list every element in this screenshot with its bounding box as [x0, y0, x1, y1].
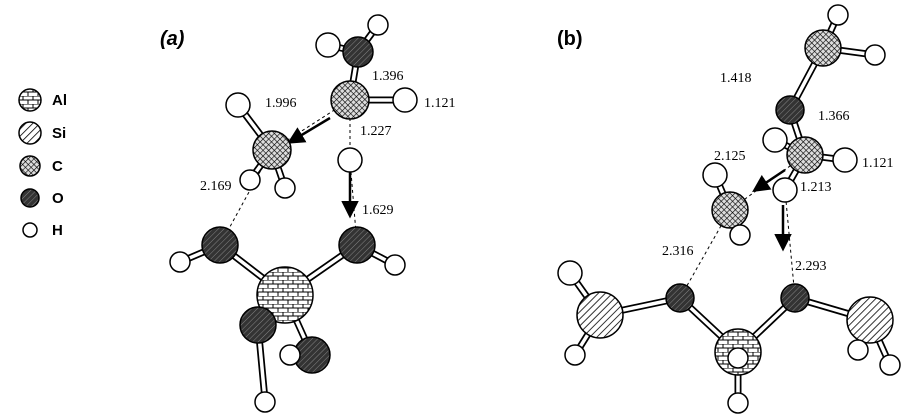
atom	[368, 15, 388, 35]
distance-label: 1.121	[424, 96, 456, 111]
distance-label: 1.227	[360, 124, 392, 139]
atom	[712, 192, 748, 228]
atom	[339, 227, 375, 263]
atom	[763, 128, 787, 152]
atom	[253, 131, 291, 169]
atom	[393, 88, 417, 112]
atom	[865, 45, 885, 65]
atom	[240, 307, 276, 343]
distance-label: 1.366	[818, 109, 850, 124]
legend-label: H	[52, 222, 63, 239]
atom	[170, 252, 190, 272]
line	[785, 190, 795, 298]
distance-label: 1.396	[372, 69, 404, 84]
distance-label: 2.293	[795, 259, 827, 274]
atom	[728, 348, 748, 368]
distance-label: 1.996	[265, 96, 297, 111]
interactions	[220, 100, 357, 245]
atoms	[558, 5, 900, 413]
atom	[848, 340, 868, 360]
atom	[833, 148, 857, 172]
atom	[805, 30, 841, 66]
legend-o	[21, 189, 39, 207]
atom	[787, 137, 823, 173]
atom	[847, 297, 893, 343]
panel-label: (b)	[557, 28, 583, 50]
atom	[202, 227, 238, 263]
distance-label: 1.121	[862, 156, 894, 171]
line	[290, 118, 330, 142]
atom	[565, 345, 585, 365]
distance-label: 1.629	[362, 203, 394, 218]
distance-label: 2.169	[200, 179, 232, 194]
atom	[255, 392, 275, 412]
atom	[776, 96, 804, 124]
atom	[338, 148, 362, 172]
atom	[331, 81, 369, 119]
atom	[280, 345, 300, 365]
legend-h	[23, 223, 37, 237]
atom	[828, 5, 848, 25]
distance-label: 1.418	[720, 71, 752, 86]
atom	[666, 284, 694, 312]
atom	[226, 93, 250, 117]
panel-label: (a)	[160, 28, 185, 50]
atom	[781, 284, 809, 312]
distance-label: 2.316	[662, 244, 694, 259]
legend-label: O	[52, 190, 64, 207]
panel-b: (b) 1.418 1.366 2.125 1.121	[557, 5, 900, 413]
atom	[730, 225, 750, 245]
legend-label: Si	[52, 125, 66, 142]
legend: Al Si C O H	[19, 89, 67, 239]
atom	[558, 261, 582, 285]
page: Al Si C O H (a) 1.3	[0, 0, 912, 415]
legend-label: Al	[52, 92, 67, 109]
panel-a: (a) 1.396 1.121 1.996 1.227 2.169 1	[160, 15, 456, 412]
legend-c	[20, 156, 40, 176]
atom	[577, 292, 623, 338]
legend-label: C	[52, 158, 63, 175]
atom	[385, 255, 405, 275]
legend-al	[19, 89, 41, 111]
atom	[703, 163, 727, 187]
atom	[275, 178, 295, 198]
figure: Al Si C O H (a) 1.3	[0, 0, 912, 415]
distance-label: 1.213	[800, 180, 832, 195]
atom	[343, 37, 373, 67]
distance-label: 2.125	[714, 149, 746, 164]
atom	[316, 33, 340, 57]
atom	[880, 355, 900, 375]
atom	[773, 178, 797, 202]
atom	[728, 393, 748, 413]
atom	[240, 170, 260, 190]
legend-si	[19, 122, 41, 144]
